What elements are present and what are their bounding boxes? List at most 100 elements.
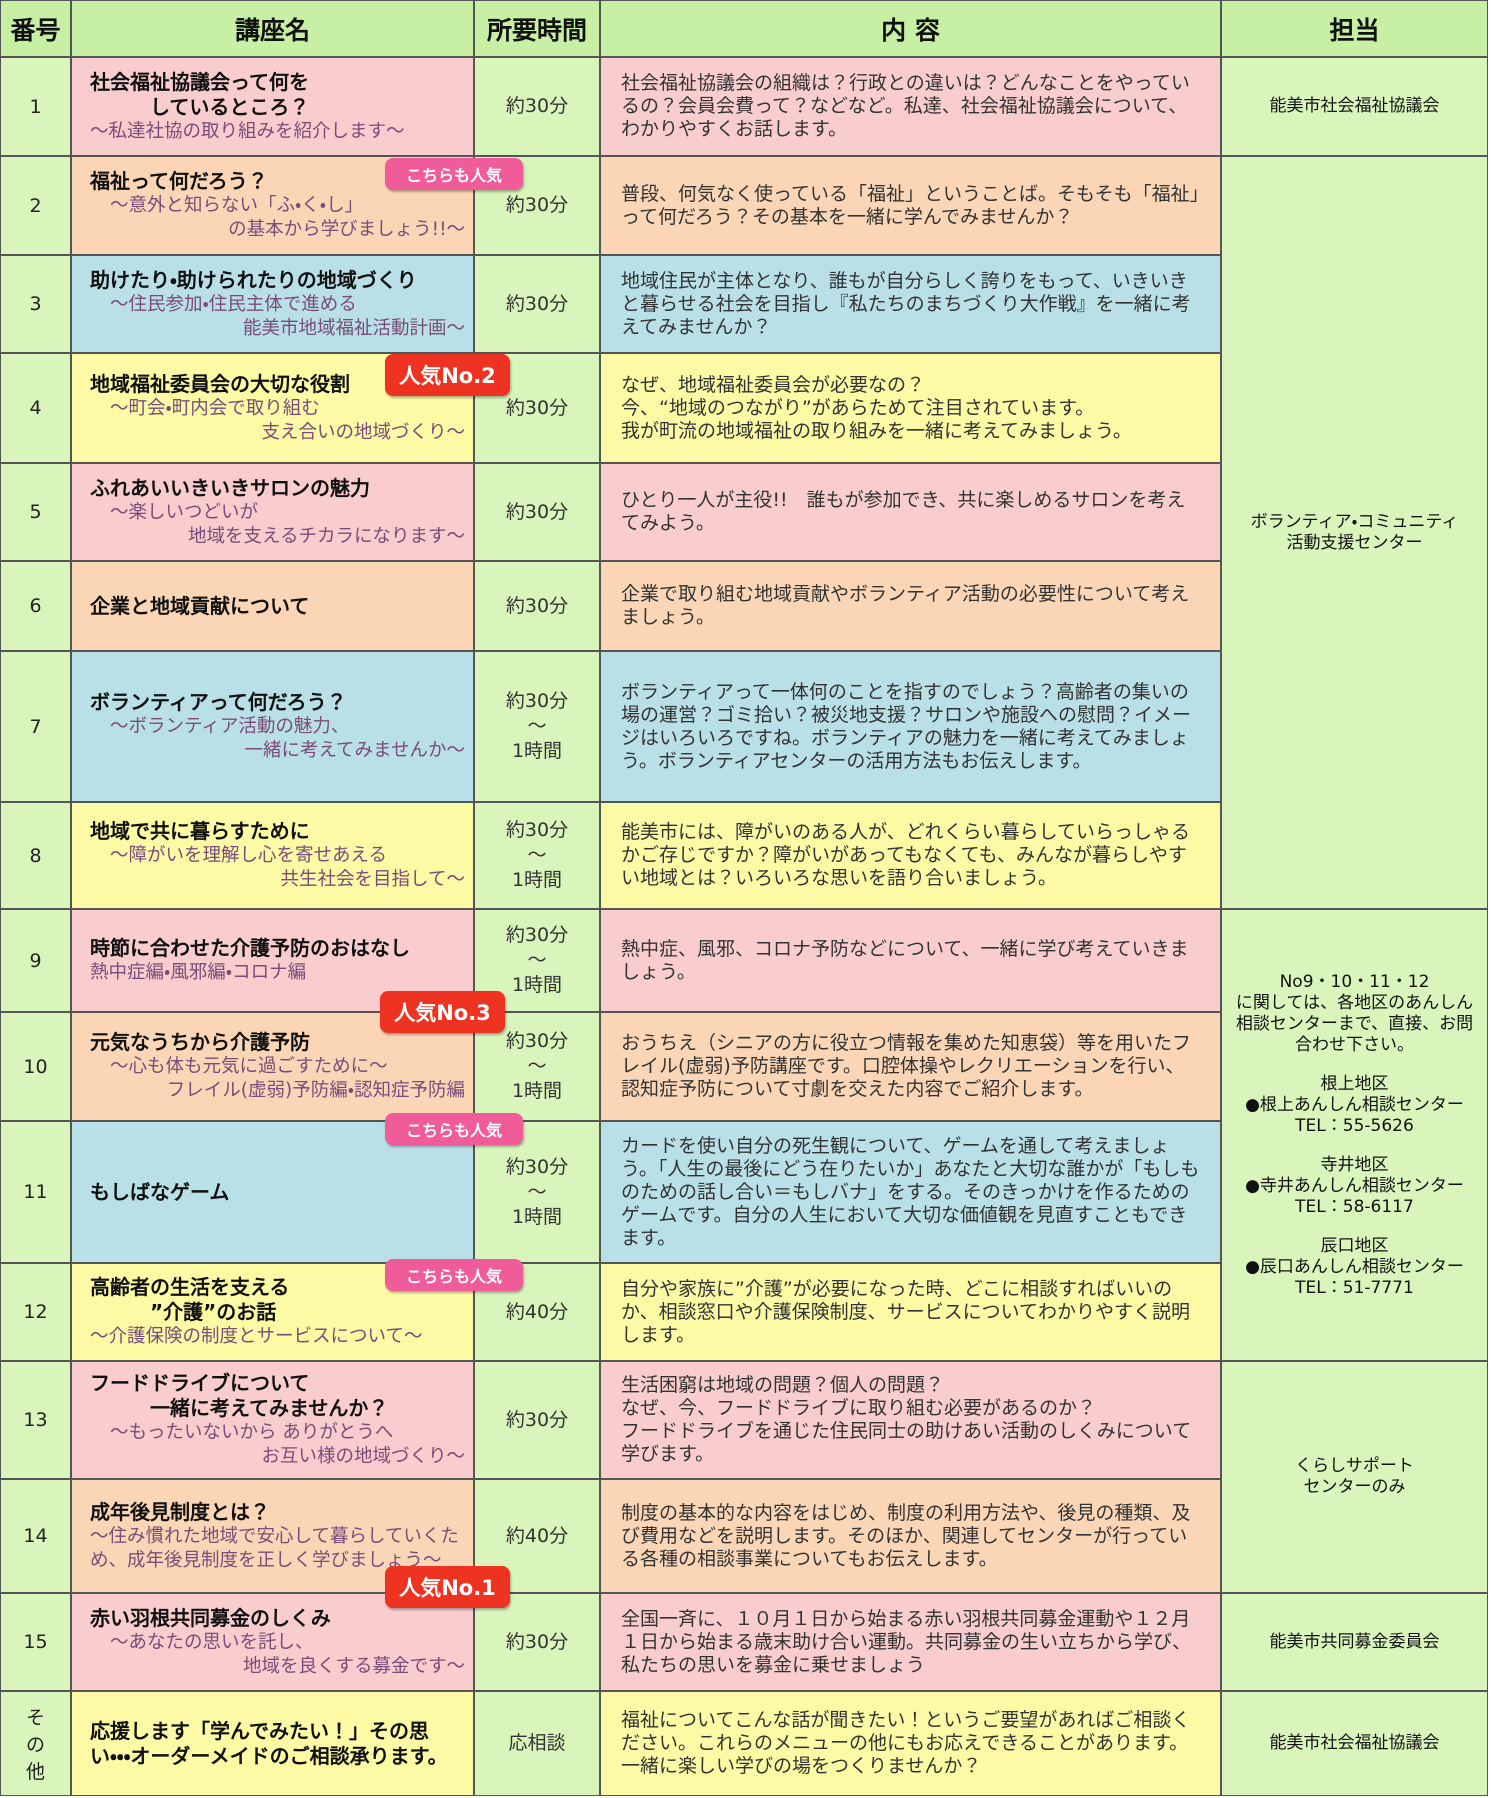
content-cell: 自分や家族に”介護”が必要になった時、どこに相談すればいいのか、相談窓口や介護保…	[600, 1263, 1221, 1361]
popularity-badge: こちらも人気	[385, 158, 523, 190]
course-title: 助けたり・助けられたりの地域づくり	[90, 267, 417, 292]
number: 15	[23, 1631, 48, 1653]
number-cell: 11	[0, 1121, 71, 1263]
title-cell: 赤い羽根共同募金のしくみ ～あなたの思いを託し、 地域を良くする募金です～	[71, 1593, 474, 1691]
content-cell: おうちえ（シニアの方に役立つ情報を集めた知恵袋）等を用いたフレイル(虚弱)予防講…	[600, 1012, 1221, 1121]
course-subtitle: ～もったいないから ありがとうへ	[110, 1422, 394, 1443]
number-cell: 9	[0, 909, 71, 1012]
number: 2	[29, 194, 42, 217]
course-subtitle: の基本から学びましょう!!～	[228, 219, 465, 240]
time-cell: 約30分	[474, 463, 600, 561]
department-text: 能美市社会福祉協議会	[1269, 96, 1440, 116]
content-cell: 福祉についてこんな話が聞きたい！というご要望があればご相談ください。これらのメニ…	[600, 1691, 1221, 1796]
department-text: 能美市共同募金委員会	[1269, 1631, 1440, 1652]
duration: 1時間	[511, 1080, 563, 1102]
content-cell: ボランティアって一体何のことを指すのでしょう？高齢者の集いの場の運営？ゴミ拾い？…	[600, 651, 1221, 802]
course-subtitle: ～私達社協の取り組みを紹介します～	[90, 120, 405, 142]
time-cell: 約30分 ～ 1時間	[474, 802, 600, 909]
title-cell: 福祉って何だろう？ ～意外と知らない「ふ・く・し」 の基本から学びましょう!!～	[71, 156, 474, 255]
number: 7	[29, 715, 42, 738]
content-cell: 能美市には、障がいのある人が、どれくらい暮らしていらっしゃるかご存じですか？障が…	[600, 802, 1221, 909]
header-cell: 所要時間	[474, 0, 600, 57]
duration: 約30分	[505, 594, 569, 617]
number: そ	[25, 1707, 45, 1729]
course-subtitle: 共生社会を目指して～	[280, 869, 465, 890]
duration: 約30分	[505, 194, 569, 216]
title-cell: 応援します「学んでみたい！」その思い・・・オーダーメイドのご相談承ります。	[71, 1691, 474, 1796]
course-subtitle: ～あなたの思いを託し、	[110, 1631, 314, 1653]
course-title: 地域で共に暮らすために	[90, 819, 310, 843]
time-cell: 応相談	[474, 1691, 600, 1796]
course-title: 成年後見制度とは？	[90, 1499, 270, 1524]
header-cell: 番号	[0, 0, 71, 57]
popularity-badge: 人気No.2	[385, 354, 510, 396]
number: の	[25, 1734, 45, 1756]
course-title: 赤い羽根共同募金のしくみ	[90, 1605, 331, 1630]
department-text: 活動支援センター	[1286, 532, 1423, 553]
header-cell: 内 容	[600, 0, 1221, 57]
course-title: フードドライブについて	[90, 1371, 310, 1395]
number: 他	[25, 1761, 45, 1783]
contact: 寺井地区 ●寺井あんしん相談センター TEL：58-6117	[1245, 1155, 1464, 1218]
popularity-badge: 人気No.1	[385, 1566, 510, 1608]
duration: ～	[527, 844, 547, 866]
department-text: 合わせ下さい。	[1295, 1034, 1414, 1055]
number-cell: 10	[0, 1012, 71, 1121]
course-title: 社会福祉協議会って何を	[90, 69, 309, 94]
course-subtitle: ～住み慣れた地域で安心して暮らしていくため、成年後見制度を正しく学びましょう～	[90, 1525, 459, 1571]
course-subtitle: フレイル(虚弱)予防編・認知症予防編	[166, 1080, 465, 1101]
course-subtitle: ～住民参加・住民主体で進める	[110, 293, 357, 315]
duration: 約40分	[505, 1300, 569, 1323]
contact-area: 寺井地区	[1320, 1154, 1389, 1175]
duration: 応相談	[508, 1732, 566, 1754]
course-subtitle: ～町会・町内会で取り組む	[110, 397, 320, 419]
course-title: ふれあいいきいきサロンの魅力	[90, 475, 370, 500]
duration: 約30分	[505, 95, 569, 117]
header-cell: 担当	[1221, 0, 1488, 57]
course-title: 企業と地域貢献について	[90, 593, 310, 618]
contact-area: 根上地区	[1320, 1073, 1389, 1094]
department-text: 相談センターまで、直接、お問	[1235, 1013, 1474, 1034]
title-cell: 社会福祉協議会って何を しているところ？ ～私達社協の取り組みを紹介します～	[71, 57, 474, 156]
number-cell: 5	[0, 463, 71, 561]
duration: ～	[527, 949, 547, 971]
content-cell: なぜ、地域福祉委員会が必要なの？ 今、“地域のつながり”があらためて注目されてい…	[600, 353, 1221, 463]
title-cell: ふれあいいきいきサロンの魅力 ～楽しいつどいが 地域を支えるチカラになります～	[71, 463, 474, 561]
duration: ～	[527, 1055, 547, 1077]
course-subtitle: ～ボランティア活動の魅力、	[110, 716, 350, 737]
duration: 約30分	[505, 690, 569, 712]
content-cell: カードを使い自分の死生観について、ゲームを通して考えましょう。「人生の最後にどう…	[600, 1121, 1221, 1263]
contact-center: ●根上あんしん相談センター	[1245, 1094, 1464, 1115]
number-cell: 1	[0, 57, 71, 156]
department-cell: 能美市共同募金委員会	[1221, 1593, 1488, 1691]
number: 1	[29, 95, 42, 118]
content-cell: 熱中症、風邪、コロナ予防などについて、一緒に学び考えていきましょう。	[600, 909, 1221, 1012]
duration: ～	[527, 715, 547, 737]
number: 14	[23, 1525, 48, 1547]
content-cell: 社会福祉協議会の組織は？行政との違いは？どんなことをやっているの？会員会費って？…	[600, 57, 1221, 156]
content-cell: 地域住民が主体となり、誰もが自分らしく誇りをもって、いきいきと暮らせる社会を目指…	[600, 255, 1221, 353]
duration: 1時間	[511, 869, 563, 891]
course-title: ボランティアって何だろう？	[90, 690, 347, 714]
contact-tel: TEL：55-5626	[1295, 1115, 1414, 1136]
number: 13	[23, 1409, 48, 1431]
course-subtitle: ～楽しいつどいが	[110, 501, 259, 523]
content-cell: 制度の基本的な内容をはじめ、制度の利用方法や、後見の種類、及び費用などを説明しま…	[600, 1479, 1221, 1593]
number-cell: 15	[0, 1593, 71, 1691]
number-cell: 12	[0, 1263, 71, 1361]
contact-area: 辰口地区	[1320, 1235, 1389, 1256]
course-subtitle: 支え合いの地域づくり～	[261, 421, 465, 443]
popularity-badge: こちらも人気	[385, 1259, 523, 1291]
duration: 約30分	[505, 1155, 569, 1178]
department-cell: No9・10・11・12 に関しては、各地区のあんしん 相談センターまで、直接、お問…	[1221, 909, 1488, 1361]
header-cell: 講座名	[71, 0, 474, 57]
course-title: ”介護”のお話	[150, 1300, 277, 1324]
number-cell: 13	[0, 1361, 71, 1479]
number: 12	[23, 1301, 48, 1323]
title-cell: フードドライブについて 一緒に考えてみませんか？ ～もったいないから ありがとうへお…	[71, 1361, 474, 1479]
duration: 約30分	[505, 396, 569, 419]
course-title: 福祉って何だろう？	[90, 169, 268, 193]
title-cell: 成年後見制度とは？ ～住み慣れた地域で安心して暮らしていくため、成年後見制度を正し…	[71, 1479, 474, 1593]
course-title: 一緒に考えてみませんか？	[150, 1396, 389, 1420]
number: 11	[23, 1181, 48, 1203]
